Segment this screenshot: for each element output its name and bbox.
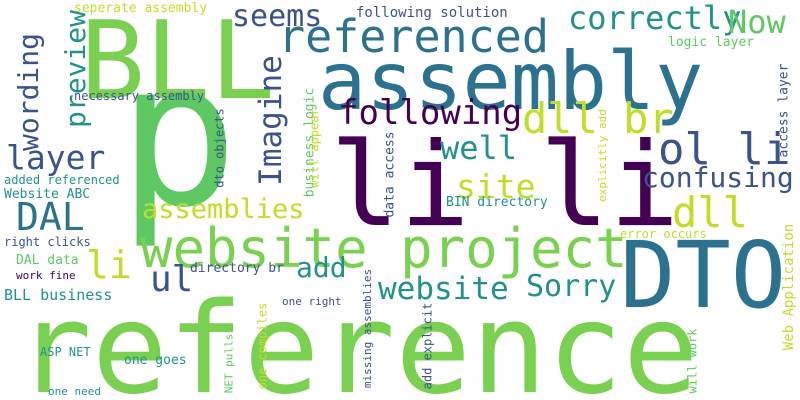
word-data-access: data access xyxy=(382,131,398,218)
word-directory-br: directory br xyxy=(190,261,284,276)
word-dll-br: dll br xyxy=(522,94,674,143)
word-bll-business: BLL business xyxy=(4,286,113,304)
word-net-pulls: NET pulls xyxy=(222,333,236,394)
word-explicitly-add: explicitly add xyxy=(595,109,609,202)
word-right-clicks: right clicks xyxy=(4,235,91,249)
word-following-solution: following solution xyxy=(356,5,508,21)
word-error-occurs: error occurs xyxy=(620,227,707,241)
word-logic-layer: logic layer xyxy=(668,35,755,50)
word-dto: DTO xyxy=(620,222,787,329)
word-sorry: Sorry xyxy=(526,269,617,304)
word-website-project: website project xyxy=(140,217,628,280)
word-site: site xyxy=(456,167,536,206)
word-will-work: will work xyxy=(685,328,700,394)
word-now: Now xyxy=(728,3,786,41)
word-seems: seems xyxy=(232,0,323,34)
word-well: well xyxy=(440,129,518,167)
word-imagine: Imagine xyxy=(252,55,289,186)
word-li: li xyxy=(86,243,132,287)
word-will-appear: will appear xyxy=(307,108,322,188)
word-wording: wording xyxy=(12,32,46,152)
word-added-referenced: added referenced xyxy=(4,173,120,187)
word-p: p xyxy=(118,19,239,252)
word-seperate-assembly: seperate assembly xyxy=(74,1,208,16)
word-reference: reference xyxy=(16,275,699,400)
word-li-li: li li xyxy=(330,118,680,253)
word-work-fine: work fine xyxy=(16,269,76,282)
word-dal-data: DAL data xyxy=(16,253,79,268)
word-one-compiles: one compiles xyxy=(255,302,270,390)
word-dll: dll xyxy=(672,188,748,237)
word-layer: layer xyxy=(6,138,106,177)
word-web-application: Web Application xyxy=(781,223,798,351)
word-bin-directory: BIN directory xyxy=(446,195,548,210)
word-one-need: one need xyxy=(48,385,101,398)
word-asp-net: ASP NET xyxy=(40,345,91,359)
word-add-explicit: add explicit xyxy=(420,302,435,390)
word-ol-li: ol li xyxy=(658,124,791,175)
word-access-layer: access layer xyxy=(776,63,792,158)
word-dal: DAL xyxy=(16,195,85,239)
word-following: following xyxy=(338,93,523,133)
word-dto-objects: dto objects xyxy=(212,108,227,188)
word-missing-assemblies: missing assemblies xyxy=(361,268,375,389)
word-referenced: referenced xyxy=(278,10,549,63)
word-necessary-assembly: necessary assembly xyxy=(74,89,205,103)
word-website-abc: Website ABC xyxy=(4,187,91,202)
word-one-goes: one goes xyxy=(124,353,187,368)
word-ul: ul xyxy=(150,259,194,300)
word-add: add xyxy=(296,251,347,284)
word-confusing: confusing xyxy=(642,161,794,194)
word-website: website xyxy=(378,271,509,307)
word-bll: BLL xyxy=(80,0,276,124)
word-correctly: correctly xyxy=(568,0,742,37)
word-assemblies: assemblies xyxy=(142,194,305,225)
word-preview: preview xyxy=(59,9,93,129)
word-one-right: one right xyxy=(282,295,342,308)
word-assembly: assembly xyxy=(318,35,704,128)
